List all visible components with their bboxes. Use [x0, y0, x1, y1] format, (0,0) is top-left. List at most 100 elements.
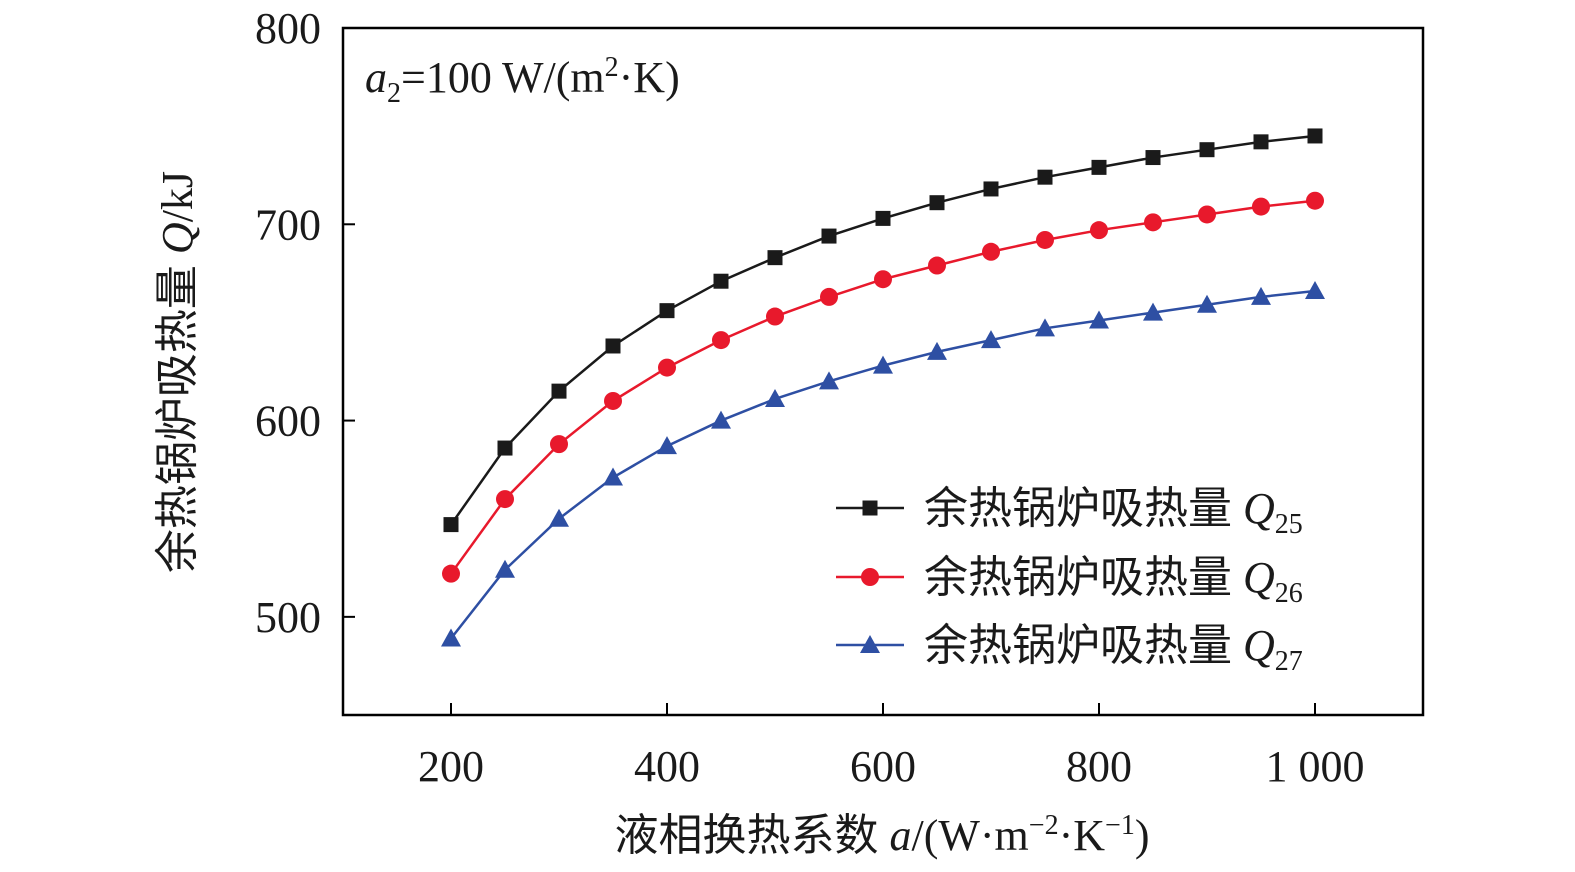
data-point	[983, 181, 999, 197]
data-point	[1091, 159, 1107, 175]
data-point	[1036, 230, 1054, 249]
data-point	[659, 303, 675, 319]
x-tick-label: 600	[850, 742, 916, 791]
data-point	[551, 383, 567, 399]
data-point	[711, 410, 731, 429]
x-axis-label-var: a	[890, 811, 912, 860]
legend-marker	[861, 568, 879, 586]
data-point	[1144, 213, 1162, 232]
legend-label-sub: 27	[1275, 646, 1303, 677]
x-tick-label: 1 000	[1266, 742, 1365, 791]
legend-label-sub: 26	[1275, 578, 1303, 609]
data-point	[765, 388, 785, 407]
data-point	[820, 287, 838, 306]
data-point	[819, 371, 839, 390]
data-point	[874, 270, 892, 289]
x-axis-label-close: )	[1135, 811, 1150, 860]
data-point	[604, 391, 622, 410]
data-point	[1197, 294, 1217, 313]
data-point	[603, 467, 623, 486]
data-point	[495, 559, 515, 578]
data-point	[442, 564, 460, 583]
data-point	[658, 358, 676, 377]
x-axis-label-mid: ·K	[1059, 811, 1106, 860]
legend-label-text: 余热锅炉吸热量	[924, 484, 1243, 533]
data-point	[928, 256, 946, 275]
annotation-text: =100 W/(m	[401, 53, 605, 102]
data-point	[441, 628, 461, 647]
y-tick-label: 500	[255, 593, 321, 642]
data-point	[1252, 197, 1270, 216]
data-point	[657, 436, 677, 455]
series-layer	[441, 128, 1325, 647]
data-point	[1199, 142, 1215, 158]
x-axis-label-text: 液相换热系数	[615, 811, 890, 860]
legend-marker	[862, 500, 878, 516]
legend-item-2: 余热锅炉吸热量 Q26	[836, 553, 1303, 609]
legend-label-var: Q	[1243, 621, 1275, 670]
x-tick-label: 400	[634, 742, 700, 791]
data-point	[929, 195, 945, 211]
series-line	[449, 134, 1316, 526]
x-axis-label-exp2: −1	[1105, 810, 1135, 841]
data-point	[766, 307, 784, 326]
legend-label: 余热锅炉吸热量 Q25	[924, 484, 1303, 540]
data-point	[767, 250, 783, 266]
legend-label: 余热锅炉吸热量 Q27	[924, 621, 1303, 677]
data-point	[1198, 205, 1216, 224]
data-point	[981, 330, 1001, 349]
legend-label-text: 余热锅炉吸热量	[924, 553, 1243, 602]
legend-marker	[860, 635, 880, 653]
data-point	[1089, 310, 1109, 329]
y-tick-label: 600	[255, 397, 321, 446]
data-point	[1251, 286, 1271, 305]
data-point	[496, 490, 514, 509]
legend-item-3: 余热锅炉吸热量 Q27	[836, 621, 1303, 677]
annotation: a2=100 W/(m2·K)	[365, 52, 680, 109]
annotation-sub: 2	[387, 78, 401, 109]
y-axis-label-var: Q	[153, 222, 202, 254]
data-point	[1090, 221, 1108, 240]
series-3	[441, 281, 1325, 647]
data-point	[497, 440, 513, 456]
data-point	[1305, 281, 1325, 300]
annotation-tail: ·K)	[619, 53, 680, 102]
data-point	[712, 331, 730, 350]
y-axis-label-unit: /kJ	[153, 171, 202, 222]
data-point	[1253, 134, 1269, 150]
series-1	[443, 128, 1323, 533]
y-tick-label: 700	[255, 200, 321, 249]
legend-item-1: 余热锅炉吸热量 Q25	[836, 484, 1303, 540]
x-axis-label-exp1: −2	[1029, 810, 1059, 841]
data-point	[1145, 150, 1161, 166]
legend-label-sub: 25	[1275, 509, 1303, 540]
legend-label-text: 余热锅炉吸热量	[924, 621, 1243, 670]
legend-label-var: Q	[1243, 484, 1275, 533]
data-point	[443, 517, 459, 533]
data-point	[1037, 169, 1053, 185]
data-point	[549, 508, 569, 527]
data-point	[982, 242, 1000, 261]
y-axis-label-text: 余热锅炉吸热量	[153, 254, 202, 573]
legend-label-var: Q	[1243, 553, 1275, 602]
data-point	[875, 210, 891, 226]
data-point	[1143, 302, 1163, 321]
data-point	[873, 355, 893, 374]
legend-label: 余热锅炉吸热量 Q26	[924, 553, 1303, 609]
data-point	[1035, 318, 1055, 337]
data-point	[605, 338, 621, 354]
x-axis-label: 液相换热系数 a/(W·m−2·K−1)	[615, 810, 1150, 860]
y-tick-label: 800	[255, 4, 321, 53]
y-axis-label: 余热锅炉吸热量 Q/kJ	[153, 171, 202, 573]
annotation-sup: 2	[605, 52, 619, 83]
data-point	[927, 341, 947, 360]
data-point	[1307, 128, 1323, 144]
data-point	[821, 228, 837, 244]
data-point	[550, 435, 568, 454]
data-point	[713, 273, 729, 289]
x-axis-label-unit: /(W·m	[912, 811, 1029, 860]
x-tick-label: 800	[1066, 742, 1132, 791]
